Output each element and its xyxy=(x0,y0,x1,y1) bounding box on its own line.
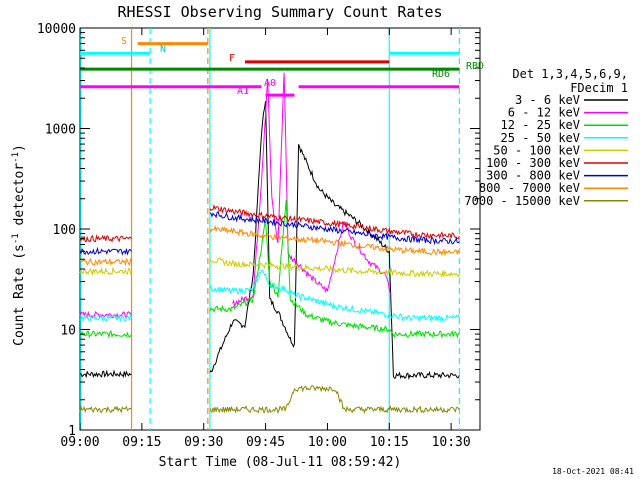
series-line-7-segment-0 xyxy=(79,257,132,267)
series-line-2-segment-1 xyxy=(209,199,460,339)
x-tick-label-5: 10:15 xyxy=(370,435,409,450)
series-line-5-segment-1 xyxy=(209,203,460,240)
y-tick-label-1: 10 xyxy=(60,324,76,339)
axes-ticks: 09:00 09:15 09:30 09:45 10:00 10:15 10:30 1 10 10… xyxy=(37,22,480,450)
series-line-1-segment-0 xyxy=(79,310,132,320)
x-tick-label-6: 10:30 xyxy=(432,435,471,450)
legend-label-2: 12 - 25 keV xyxy=(501,118,580,132)
series-line-2-segment-0 xyxy=(79,329,132,339)
series-line-6-segment-0 xyxy=(79,246,132,256)
x-axis-label: Start Time (08-Jul-11 08:59:42) xyxy=(159,455,402,470)
flag-label-rd6: RD6 xyxy=(432,69,450,80)
series-line-0-segment-0 xyxy=(79,369,132,379)
plot-border xyxy=(79,27,481,431)
series-line-5-segment-0 xyxy=(79,234,132,243)
legend-header-1: Det 1,3,4,5,6,9, xyxy=(512,67,628,81)
data-series xyxy=(79,72,460,415)
legend-label-1: 6 - 12 keV xyxy=(508,106,580,120)
series-line-0-segment-1 xyxy=(209,101,460,381)
flag-label-n: N xyxy=(160,44,166,55)
series-line-6-segment-1 xyxy=(209,210,460,246)
legend-header-2: FDecim 1 xyxy=(570,81,628,95)
series-line-3-segment-1 xyxy=(209,269,460,323)
series-line-7-segment-1 xyxy=(209,224,460,257)
flag-label-a1: A1 xyxy=(237,86,249,97)
x-tick-label-4: 10:00 xyxy=(308,435,347,450)
chart-title: RHESSI Observing Summary Count Rates xyxy=(117,3,442,21)
series-line-8-segment-1 xyxy=(209,385,460,415)
x-tick-label-3: 09:45 xyxy=(246,435,285,450)
x-tick-label-1: 09:15 xyxy=(122,435,161,450)
flag-label-rbd: RBD xyxy=(466,61,484,72)
x-tick-label-2: 09:30 xyxy=(184,435,223,450)
plot-frame xyxy=(79,27,481,431)
y-tick-label-3: 1000 xyxy=(45,123,76,138)
status-flag-bars xyxy=(80,42,460,97)
series-line-1-segment-1 xyxy=(232,72,392,308)
series-line-3-segment-0 xyxy=(79,313,132,323)
series-line-4-segment-1 xyxy=(209,257,460,279)
series-line-4-segment-0 xyxy=(79,266,132,276)
footer-timestamp: 18-Oct-2021 08:41 xyxy=(552,467,634,476)
legend-label-6: 300 - 800 keV xyxy=(486,169,580,183)
y-tick-label-0: 1 xyxy=(68,424,76,439)
y-axis-label: Count Rate (s-1 detector-1) xyxy=(11,144,27,346)
flag-label-f: F xyxy=(229,53,235,64)
flag-label-s: S xyxy=(121,36,127,47)
y-tick-label-2: 100 xyxy=(53,223,76,238)
legend-label-3: 25 - 50 keV xyxy=(501,131,580,145)
series-line-8-segment-0 xyxy=(79,405,132,414)
legend-label-4: 50 - 100 keV xyxy=(493,143,580,157)
x-tick-label-0: 09:00 xyxy=(60,435,99,450)
legend-label-8: 7000 - 15000 keV xyxy=(464,194,580,208)
legend-label-0: 3 - 6 keV xyxy=(515,93,580,107)
legend-label-5: 100 - 300 keV xyxy=(486,156,580,170)
y-tick-label-4: 10000 xyxy=(37,22,76,37)
flag-label-a0: A0 xyxy=(264,78,276,89)
legend-label-7: 800 - 7000 keV xyxy=(479,181,580,195)
